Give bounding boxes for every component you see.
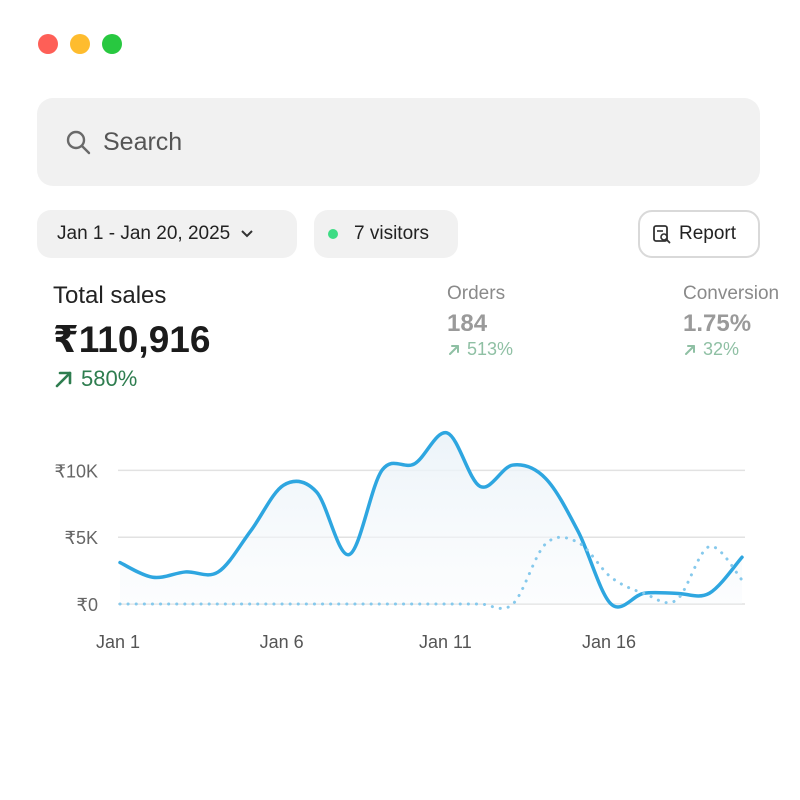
y-tick-label: ₹10K	[55, 461, 98, 481]
date-range-label: Jan 1 - Jan 20, 2025	[57, 223, 231, 244]
arrow-up-right-icon	[685, 344, 695, 355]
total-sales-value: ₹110,916	[53, 319, 211, 360]
close-window-button[interactable]	[38, 34, 58, 54]
search-icon	[66, 130, 91, 155]
search-bar[interactable]	[37, 98, 760, 186]
report-button[interactable]: Report	[638, 210, 760, 258]
x-tick-label: Jan 1	[96, 632, 140, 652]
chevron-down-icon	[241, 230, 253, 238]
visitors-count: 7 visitors	[354, 223, 429, 244]
zoom-window-button[interactable]	[102, 34, 122, 54]
sales-series-line	[118, 431, 744, 609]
arrow-up-right-icon	[449, 344, 459, 355]
window-controls	[38, 34, 122, 54]
y-tick-label: ₹5K	[65, 528, 98, 548]
x-tick-label: Jan 11	[419, 632, 472, 652]
arrow-up-right-icon	[55, 371, 72, 388]
live-visitors-pill[interactable]: 7 visitors	[314, 210, 458, 258]
total-sales-label: Total sales	[53, 282, 167, 309]
live-status-dot	[328, 229, 338, 239]
report-label: Report	[679, 223, 737, 244]
orders-label: Orders	[447, 283, 506, 304]
search-input[interactable]	[101, 126, 705, 158]
conversion-change-value: 32%	[703, 339, 740, 359]
orders-change-value: 513%	[467, 339, 514, 359]
comparison-series-line	[118, 535, 744, 610]
orders-change: 513%	[447, 339, 513, 360]
orders-value: 184	[447, 310, 488, 337]
x-tick-label: Jan 16	[582, 632, 636, 652]
total-sales-change: 580%	[53, 366, 137, 392]
total-sales-change-value: 580%	[81, 366, 138, 391]
conversion-label: Conversion	[683, 283, 780, 304]
date-range-selector[interactable]: Jan 1 - Jan 20, 2025	[37, 210, 297, 258]
minimize-window-button[interactable]	[70, 34, 90, 54]
sales-area-fill	[120, 432, 742, 607]
report-search-icon	[653, 225, 671, 244]
sales-line-chart: ₹0 ₹5K ₹10K Jan 1 Jan 6 Jan 11 Jan 16	[55, 431, 745, 652]
y-tick-label: ₹0	[77, 595, 98, 615]
conversion-value: 1.75%	[683, 310, 752, 337]
x-tick-label: Jan 6	[260, 632, 304, 652]
conversion-change: 32%	[683, 339, 739, 360]
